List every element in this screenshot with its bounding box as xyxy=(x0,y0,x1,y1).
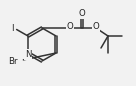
Text: I: I xyxy=(11,23,13,33)
Text: O: O xyxy=(79,9,85,18)
Text: N: N xyxy=(25,50,31,59)
Text: O: O xyxy=(67,22,73,31)
Text: O: O xyxy=(93,22,99,31)
Text: Br: Br xyxy=(8,57,18,66)
